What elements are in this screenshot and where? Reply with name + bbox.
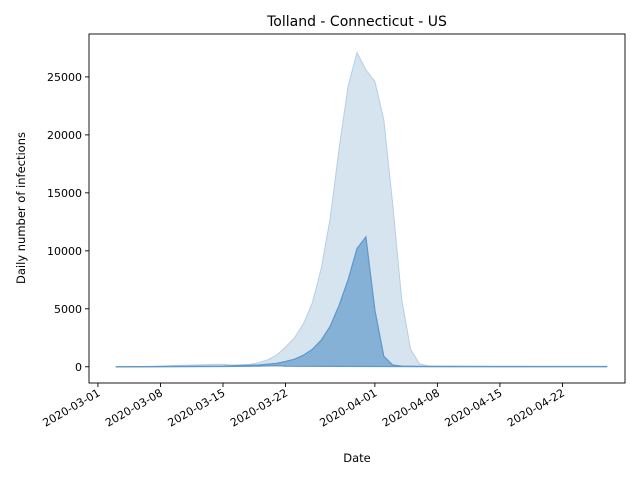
y-tick-label: 25000: [47, 71, 82, 84]
plot-area: [115, 51, 608, 368]
chart-title: Tolland - Connecticut - US: [266, 14, 447, 30]
y-tick-label: 0: [75, 361, 82, 374]
y-tick-label: 10000: [47, 245, 82, 258]
y-tick-label: 20000: [47, 129, 82, 142]
x-axis-label: Date: [343, 451, 371, 465]
lower-band-line: [115, 364, 608, 368]
central-band-area: [115, 236, 608, 367]
y-axis-label: Daily number of infections: [14, 132, 28, 284]
y-tick-label: 5000: [54, 303, 82, 316]
y-axis: 0 5000 10000 15000 20000 25000: [47, 71, 89, 374]
y-tick-label: 15000: [47, 187, 82, 200]
axes-frame: [88, 33, 626, 384]
